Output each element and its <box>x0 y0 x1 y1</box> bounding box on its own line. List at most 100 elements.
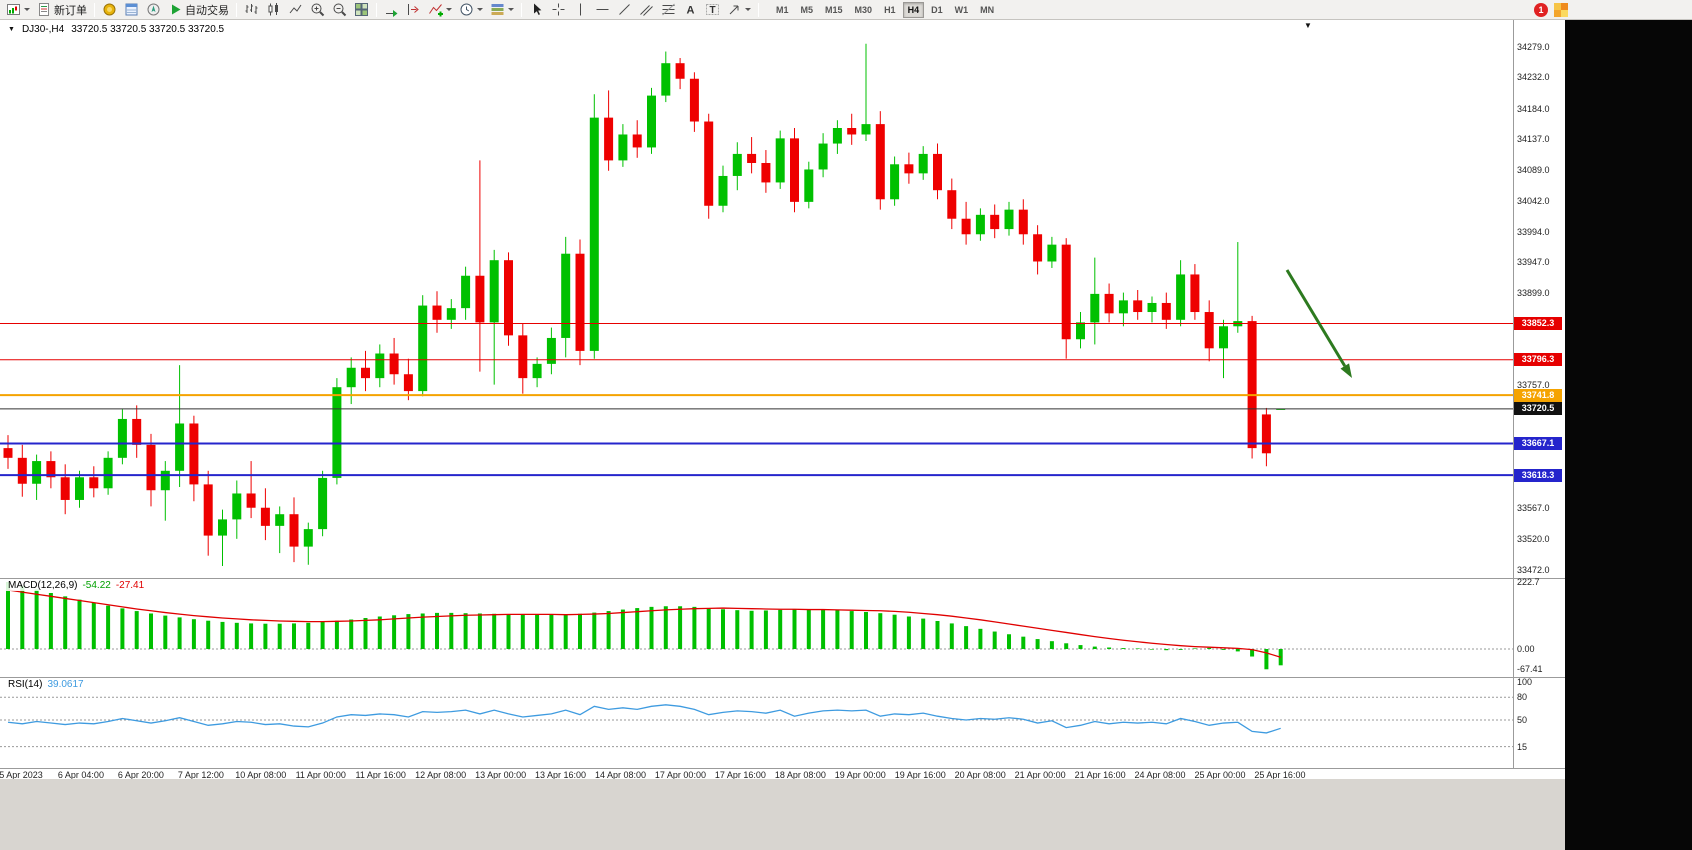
price-axis-label: 33947.0 <box>1517 257 1550 268</box>
navigator-button[interactable] <box>143 1 164 19</box>
market-watch-button[interactable] <box>99 1 120 19</box>
bar-chart-icon <box>245 4 258 14</box>
autotrading-label: 自动交易 <box>185 4 229 17</box>
time-axis-label: 17 Apr 16:00 <box>714 770 766 780</box>
price-axis-label: 33899.0 <box>1517 288 1550 299</box>
time-axis-label: 5 Apr 2023 <box>0 770 43 780</box>
channel-button[interactable] <box>636 1 657 19</box>
price-axis-label: 34279.0 <box>1517 42 1550 52</box>
autotrading-button[interactable]: 自动交易 <box>165 1 232 19</box>
timeframe-button-d1[interactable]: D1 <box>926 2 948 18</box>
title-collapse-icon[interactable]: ▼ <box>8 25 15 33</box>
candlestick-chart-button[interactable] <box>263 1 284 19</box>
chevron-down-icon <box>508 8 514 11</box>
rsi-axis-label: 80 <box>1517 692 1528 703</box>
toolbar: 新订单 自动交易 <box>0 0 1692 20</box>
timeframe-toolbar: M1 M5 M15 M30 H1 H4 D1 W1 MN <box>771 1 999 18</box>
text-button[interactable]: A <box>680 1 701 19</box>
bar-chart-button[interactable] <box>241 1 262 19</box>
time-axis-label: 11 Apr 16:00 <box>355 770 406 780</box>
fibonacci-button[interactable] <box>658 1 679 19</box>
timeframe-button-m5[interactable]: M5 <box>796 2 819 18</box>
tile-windows-icon <box>355 3 368 16</box>
separator <box>758 2 759 17</box>
new-chart-button[interactable] <box>3 1 33 19</box>
tile-windows-button[interactable] <box>351 1 372 19</box>
time-axis-label: 7 Apr 12:00 <box>177 770 224 780</box>
price-axis-label: 34137.0 <box>1517 134 1550 145</box>
price-axis-label: 34232.0 <box>1517 72 1550 83</box>
time-axis-label: 20 Apr 08:00 <box>954 770 1006 780</box>
new-order-icon <box>39 3 49 16</box>
panel-divider[interactable] <box>0 578 1565 579</box>
chart-shift-button[interactable] <box>403 1 424 19</box>
time-axis-label: 21 Apr 16:00 <box>1074 770 1126 780</box>
time-axis-label: 17 Apr 00:00 <box>654 770 706 780</box>
toolbar-right-icons: 1 <box>1534 3 1568 17</box>
svg-text:A: A <box>687 5 695 17</box>
time-axis-label: 11 Apr 00:00 <box>295 770 346 780</box>
macd-axis-label: 222.7 <box>1517 576 1540 587</box>
separator <box>236 2 237 17</box>
data-window-button[interactable] <box>121 1 142 19</box>
timeframe-button-h4[interactable]: H4 <box>902 1 925 18</box>
indicators-icon <box>429 4 443 17</box>
macd-signal-value: -27.41 <box>115 580 145 591</box>
chevron-down-icon <box>477 8 483 11</box>
chart-window: ▼ DJ30-,H4 33720.5 33720.5 33720.5 33720… <box>0 20 1565 780</box>
zoom-in-button[interactable] <box>307 1 328 19</box>
macd-panel <box>0 581 1513 670</box>
time-axis-label: 19 Apr 16:00 <box>894 770 946 780</box>
panel-divider[interactable] <box>0 677 1565 678</box>
time-axis-label: 14 Apr 08:00 <box>594 770 647 780</box>
timeframe-button-m30[interactable]: M30 <box>850 2 878 18</box>
rsi-panel <box>0 696 1513 748</box>
text-icon: A <box>687 5 695 17</box>
community-icon[interactable] <box>1554 3 1568 17</box>
symbol-period-label: DJ30-,H4 <box>21 24 65 35</box>
indicators-button[interactable] <box>425 1 455 19</box>
vertical-line-button[interactable] <box>570 1 591 19</box>
auto-scroll-button[interactable] <box>381 1 402 19</box>
price-level-badge: 33741.8 <box>1514 388 1562 402</box>
chart-shift-marker-icon[interactable]: ▼ <box>1304 21 1312 30</box>
horizontal-line-icon <box>596 9 609 10</box>
rsi-axis-label: 50 <box>1517 715 1528 725</box>
line-chart-button[interactable] <box>285 1 306 19</box>
new-order-button[interactable]: 新订单 <box>34 1 90 19</box>
ohlc-values: 33720.5 33720.5 33720.5 33720.5 <box>71 24 225 35</box>
price-chart[interactable] <box>0 20 1513 578</box>
separator <box>376 2 377 17</box>
chart-title: ▼ DJ30-,H4 33720.5 33720.5 33720.5 33720… <box>6 24 227 35</box>
macd-main-value: -54.22 <box>82 580 111 591</box>
templates-button[interactable] <box>487 1 517 19</box>
price-axis-label: 34089.0 <box>1517 165 1550 176</box>
horizontal-line-button[interactable] <box>592 1 613 19</box>
zoom-out-button[interactable] <box>329 1 350 19</box>
crosshair-button[interactable] <box>548 1 569 19</box>
market-watch-icon <box>103 3 116 16</box>
timeframe-button-w1[interactable]: W1 <box>950 2 974 18</box>
crosshair-icon <box>552 3 565 16</box>
price-level-badge: 33852.3 <box>1514 317 1562 330</box>
cursor-button[interactable] <box>526 1 547 19</box>
price-axis-label: 34184.0 <box>1517 103 1550 114</box>
clock-icon <box>460 3 473 16</box>
window-bottom-area <box>0 779 1565 850</box>
periods-button[interactable] <box>456 1 486 19</box>
timeframe-button-m1[interactable]: M1 <box>771 2 794 18</box>
macd-axis-label: -67.41 <box>1517 664 1543 675</box>
macd-axis-label: 0.00 <box>1517 644 1535 654</box>
trendline-button[interactable] <box>614 1 635 19</box>
timeframe-button-m15[interactable]: M15 <box>820 2 848 18</box>
autotrading-play-icon <box>172 4 181 15</box>
svg-text:T: T <box>709 5 715 16</box>
new-order-label: 新订单 <box>54 4 87 17</box>
notification-badge-icon[interactable]: 1 <box>1534 3 1548 17</box>
arrow-icon <box>729 5 739 15</box>
time-axis-label: 6 Apr 04:00 <box>57 770 104 780</box>
timeframe-button-mn[interactable]: MN <box>975 2 999 18</box>
text-label-button[interactable]: T <box>702 1 723 19</box>
arrows-button[interactable] <box>724 1 754 19</box>
timeframe-button-h1[interactable]: H1 <box>879 2 901 18</box>
